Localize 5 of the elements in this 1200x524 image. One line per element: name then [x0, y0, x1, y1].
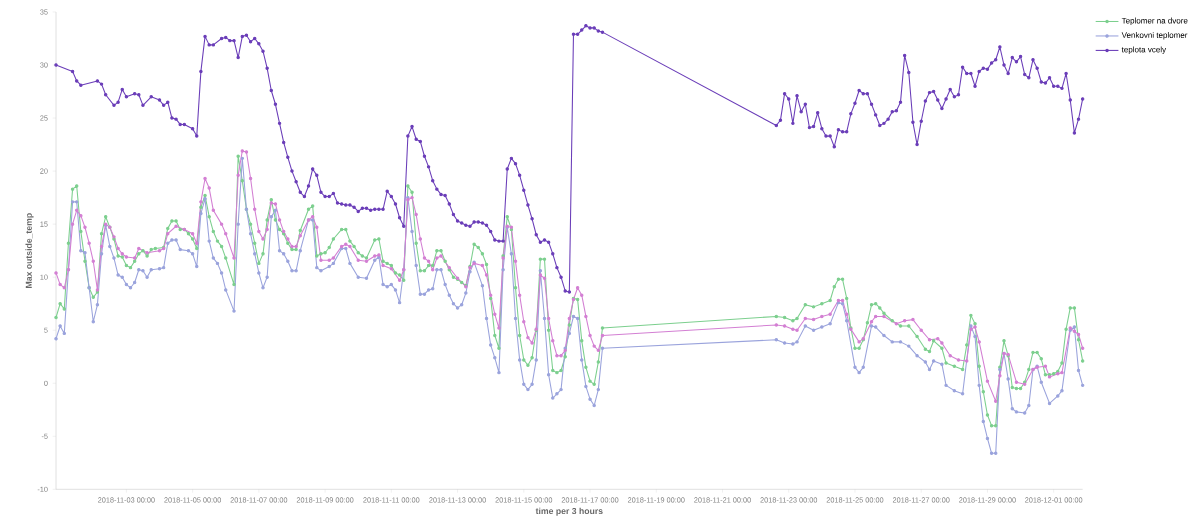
y-axis-title: Max outside_temp: [25, 213, 34, 288]
legend-label: teplota vcely: [1121, 46, 1167, 54]
x-axis-title: time per 3 hours: [535, 507, 603, 516]
legend-label: Teplomer na dvore: [1121, 17, 1188, 26]
legend-label: Venkovni teplomer: [1121, 32, 1188, 40]
